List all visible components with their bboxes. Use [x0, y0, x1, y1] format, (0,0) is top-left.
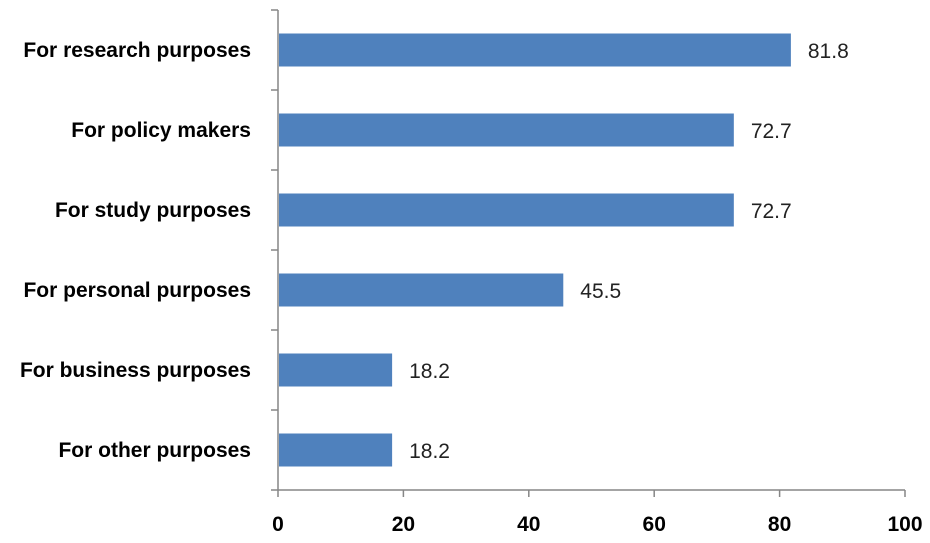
data-label: 72.7	[751, 200, 792, 223]
data-label: 72.7	[751, 120, 792, 143]
x-tick-label: 100	[887, 513, 922, 536]
bar	[279, 353, 393, 387]
bar	[279, 33, 791, 67]
x-tick-label: 40	[517, 513, 540, 536]
category-label: For policy makers	[71, 119, 251, 142]
x-tick-label: 0	[272, 513, 284, 536]
category-label: For research purposes	[23, 39, 251, 62]
bar	[279, 193, 734, 227]
category-label: For study purposes	[55, 199, 251, 222]
x-tick-label: 60	[643, 513, 666, 536]
data-label: 81.8	[808, 40, 849, 63]
data-label: 18.2	[409, 440, 450, 463]
category-label: For other purposes	[58, 439, 251, 462]
bar	[279, 433, 393, 467]
axes	[271, 9, 906, 497]
category-label: For business purposes	[20, 359, 251, 382]
x-tick-labels: 0 20 40 60 80 100	[272, 513, 922, 536]
bar	[279, 273, 564, 307]
category-labels: For research purposes For policy makers Fo…	[20, 39, 251, 462]
bar	[279, 113, 734, 147]
data-label: 45.5	[580, 280, 621, 303]
category-label: For personal purposes	[23, 279, 251, 302]
data-label: 18.2	[409, 360, 450, 383]
data-labels: 81.8 72.7 72.7 45.5 18.2 18.2	[409, 40, 849, 463]
x-tick-label: 20	[392, 513, 415, 536]
x-tick-label: 80	[768, 513, 791, 536]
bars	[279, 33, 791, 467]
